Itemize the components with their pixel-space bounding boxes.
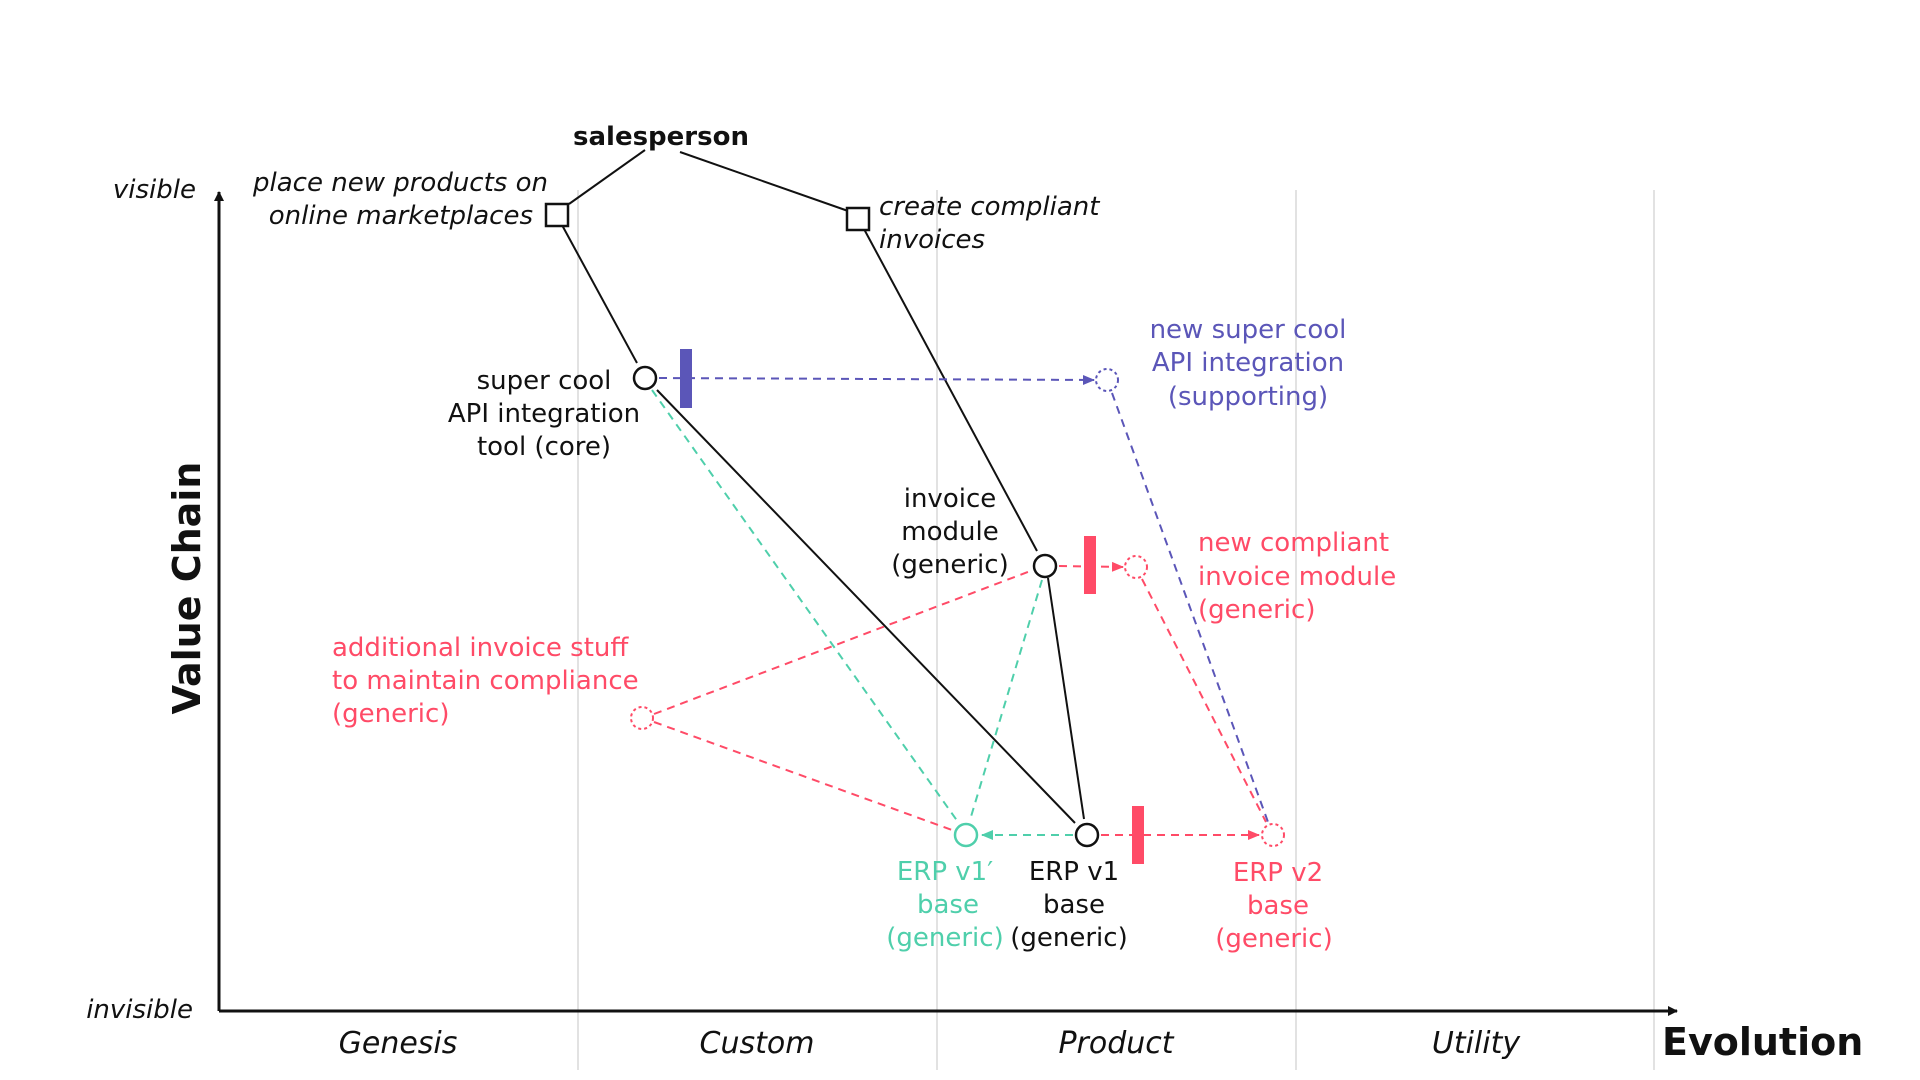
- purple-dependency-links: [658, 374, 1269, 823]
- inertia-bar-erp: [1132, 806, 1144, 864]
- dependency-links: [561, 149, 1085, 824]
- component-invoice-label: invoice module (generic): [891, 484, 1008, 580]
- component-invoice-new-label: new compliant invoice module (generic): [1198, 528, 1396, 625]
- stage-product: Product: [1058, 1026, 1174, 1061]
- red-dependency-links: [653, 561, 1267, 840]
- stage-gridlines: [577, 190, 1655, 1070]
- component-additional-label: additional invoice stuff to maintain comp…: [332, 633, 639, 729]
- component-erp-v1-prime[interactable]: [953, 822, 979, 848]
- stage-utility: Utility: [1432, 1026, 1521, 1061]
- need-create-invoices-label: create compliant invoices: [879, 192, 1100, 255]
- inertia-bar-invoice: [1084, 536, 1096, 594]
- stage-custom: Custom: [700, 1026, 815, 1061]
- y-top-label: visible: [113, 175, 196, 205]
- component-api-tool-label: super cool API integration tool (core): [448, 366, 640, 462]
- component-additional[interactable]: [630, 706, 654, 730]
- need-place-products[interactable]: [544, 202, 570, 228]
- component-erp-v1-prime-label: ERP v1′ base (generic): [886, 857, 1003, 953]
- green-dependency-links: [651, 389, 1073, 840]
- component-api-tool[interactable]: [632, 365, 658, 391]
- component-erp-v1[interactable]: [1074, 822, 1100, 848]
- component-erp-v2[interactable]: [1261, 823, 1285, 847]
- inertia-bar-api: [680, 349, 692, 408]
- component-api-new-label: new super cool API integration (supporting…: [1150, 315, 1347, 412]
- need-place-products-label: place new products on online marketplaces: [252, 168, 548, 231]
- y-bottom-label: invisible: [86, 995, 193, 1025]
- component-erp-v1-label: ERP v1 base (generic): [1010, 857, 1127, 953]
- component-erp-v2-label: ERP v2 base (generic): [1215, 858, 1332, 954]
- need-create-invoices[interactable]: [845, 206, 871, 232]
- stage-genesis: Genesis: [339, 1026, 458, 1061]
- y-axis-title: Value Chain: [165, 462, 209, 715]
- x-axis-title: Evolution: [1662, 1020, 1863, 1064]
- user-salesperson: salesperson: [573, 122, 749, 152]
- component-invoice[interactable]: [1032, 553, 1058, 579]
- component-api-new[interactable]: [1095, 368, 1119, 392]
- component-invoice-new[interactable]: [1124, 555, 1148, 579]
